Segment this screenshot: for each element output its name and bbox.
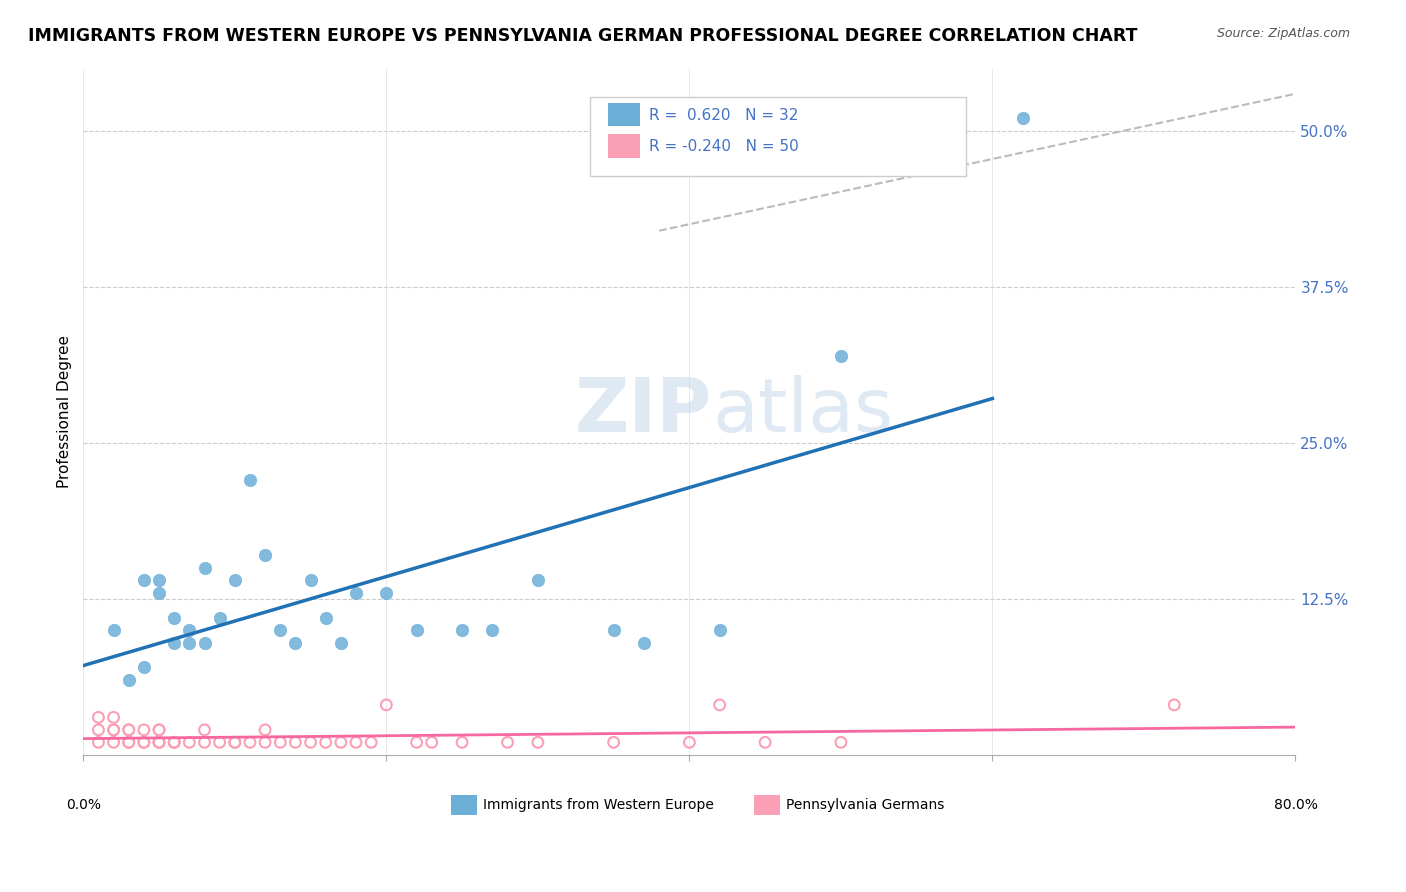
Text: atlas: atlas: [711, 376, 893, 448]
Point: [299, 735, 322, 749]
Point: [284, 735, 307, 749]
Point: [193, 635, 215, 649]
FancyBboxPatch shape: [609, 135, 640, 158]
Point: [193, 723, 215, 737]
Point: [1011, 112, 1033, 126]
Point: [527, 735, 550, 749]
Point: [224, 735, 246, 749]
Text: 80.0%: 80.0%: [1274, 798, 1317, 813]
Point: [118, 673, 141, 687]
Point: [118, 723, 141, 737]
Point: [103, 710, 125, 724]
Point: [179, 735, 201, 749]
Point: [87, 710, 110, 724]
Text: R = -0.240   N = 50: R = -0.240 N = 50: [650, 138, 799, 153]
Point: [224, 735, 246, 749]
Point: [329, 735, 352, 749]
Point: [633, 635, 655, 649]
Point: [496, 735, 519, 749]
Point: [254, 735, 277, 749]
Point: [163, 735, 186, 749]
Point: [709, 698, 731, 712]
Point: [754, 735, 776, 749]
Point: [193, 560, 215, 574]
Point: [148, 735, 170, 749]
Point: [830, 735, 852, 749]
Point: [315, 610, 337, 624]
Point: [602, 623, 624, 637]
Text: 0.0%: 0.0%: [66, 798, 101, 813]
Text: ZIP: ZIP: [575, 376, 711, 448]
Point: [118, 735, 141, 749]
Text: R =  0.620   N = 32: R = 0.620 N = 32: [650, 108, 799, 123]
Text: Source: ZipAtlas.com: Source: ZipAtlas.com: [1216, 27, 1350, 40]
Point: [193, 735, 215, 749]
Point: [405, 623, 427, 637]
Point: [179, 635, 201, 649]
Point: [329, 635, 352, 649]
Point: [163, 610, 186, 624]
Point: [103, 623, 125, 637]
Point: [132, 573, 155, 587]
Point: [103, 735, 125, 749]
Point: [451, 735, 474, 749]
Point: [208, 610, 231, 624]
Text: Pennsylvania Germans: Pennsylvania Germans: [786, 798, 945, 812]
Point: [208, 735, 231, 749]
Point: [148, 585, 170, 599]
Point: [103, 723, 125, 737]
Point: [375, 698, 398, 712]
Point: [344, 735, 367, 749]
Point: [148, 723, 170, 737]
Point: [678, 735, 700, 749]
Point: [254, 548, 277, 562]
Point: [179, 623, 201, 637]
Y-axis label: Professional Degree: Professional Degree: [58, 335, 72, 488]
Point: [118, 723, 141, 737]
Point: [481, 623, 503, 637]
Point: [405, 735, 427, 749]
Point: [360, 735, 382, 749]
Point: [163, 735, 186, 749]
Point: [132, 735, 155, 749]
Point: [527, 573, 550, 587]
Text: Immigrants from Western Europe: Immigrants from Western Europe: [484, 798, 714, 812]
Point: [118, 735, 141, 749]
Point: [269, 735, 291, 749]
Point: [148, 735, 170, 749]
Point: [239, 473, 262, 487]
Point: [163, 735, 186, 749]
Point: [87, 723, 110, 737]
Point: [602, 735, 624, 749]
Point: [420, 735, 443, 749]
Point: [103, 723, 125, 737]
Point: [375, 585, 398, 599]
Point: [709, 623, 731, 637]
FancyBboxPatch shape: [609, 103, 640, 126]
Point: [830, 349, 852, 363]
Point: [132, 723, 155, 737]
Point: [148, 735, 170, 749]
Point: [148, 573, 170, 587]
Point: [299, 573, 322, 587]
FancyBboxPatch shape: [591, 97, 966, 177]
Point: [132, 735, 155, 749]
FancyBboxPatch shape: [754, 795, 780, 814]
FancyBboxPatch shape: [450, 795, 477, 814]
Point: [344, 585, 367, 599]
Point: [132, 660, 155, 674]
Point: [451, 623, 474, 637]
Point: [163, 635, 186, 649]
Text: IMMIGRANTS FROM WESTERN EUROPE VS PENNSYLVANIA GERMAN PROFESSIONAL DEGREE CORREL: IMMIGRANTS FROM WESTERN EUROPE VS PENNSY…: [28, 27, 1137, 45]
Point: [87, 735, 110, 749]
Point: [224, 573, 246, 587]
Point: [254, 723, 277, 737]
Point: [1163, 698, 1185, 712]
Point: [269, 623, 291, 637]
Point: [315, 735, 337, 749]
Point: [284, 635, 307, 649]
Point: [239, 735, 262, 749]
Point: [148, 723, 170, 737]
